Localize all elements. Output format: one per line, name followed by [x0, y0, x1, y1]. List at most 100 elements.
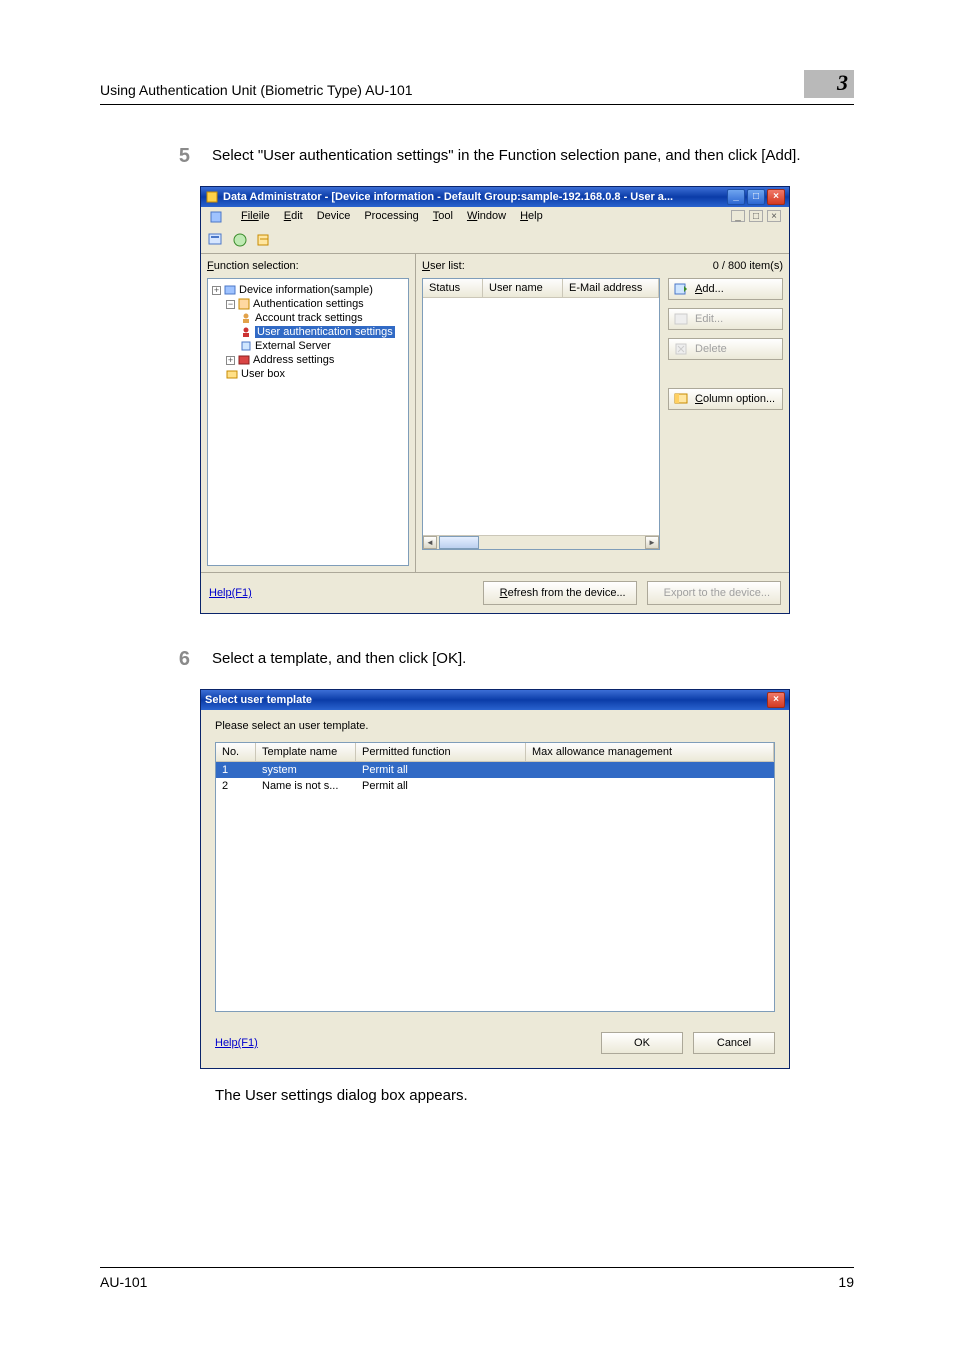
window-maximize-button[interactable]: □	[747, 189, 765, 205]
help-link[interactable]: Help(F1)	[209, 587, 252, 599]
export-button: Export to the device...	[647, 581, 781, 605]
device-icon	[224, 284, 236, 296]
cell-tname: system	[256, 762, 356, 778]
export-label: Export to the device...	[664, 587, 770, 599]
tree-label: Account track settings	[255, 312, 363, 324]
window-minimize-button[interactable]: _	[727, 189, 745, 205]
col-template-name[interactable]: Template name	[256, 743, 356, 761]
col-permitted-function[interactable]: Permitted function	[356, 743, 526, 761]
menu-help[interactable]: Help	[520, 210, 543, 224]
tree-label: Authentication settings	[253, 298, 364, 310]
user-count: 0 / 800 item(s)	[713, 260, 783, 272]
edit-icon	[673, 311, 689, 327]
mdi-minimize[interactable]: _	[731, 210, 745, 222]
step-6-number: 6	[170, 648, 190, 671]
function-selection-tree[interactable]: + Device information(sample) − Authentic…	[207, 278, 409, 566]
ok-button[interactable]: OK	[601, 1032, 683, 1054]
tree-node-external-server[interactable]: External Server	[212, 339, 404, 353]
tree-node-user-auth-settings[interactable]: User authentication settings	[212, 325, 404, 339]
dialog-close-button[interactable]: ×	[767, 692, 785, 708]
cell-max	[526, 762, 774, 778]
col-email[interactable]: E-Mail address	[563, 279, 659, 297]
step-6: 6 Select a template, and then click [OK]…	[170, 648, 834, 671]
refresh-label: Refresh from the device...	[500, 587, 626, 599]
menu-tool[interactable]: Tool	[433, 210, 453, 224]
cell-no: 2	[216, 778, 256, 794]
template-row-2[interactable]: 2 Name is not s... Permit all	[216, 778, 774, 794]
result-text: The User settings dialog box appears.	[215, 1087, 854, 1104]
screenshot-data-administrator: Data Administrator - [Device information…	[200, 186, 854, 614]
screenshot-select-user-template: Select user template × Please select an …	[200, 689, 854, 1069]
menu-window[interactable]: Window	[467, 210, 506, 224]
tree-node-user-box[interactable]: User box	[212, 367, 404, 381]
col-username[interactable]: User name	[483, 279, 563, 297]
cell-tname: Name is not s...	[256, 778, 356, 794]
column-option-icon	[673, 391, 689, 407]
account-icon	[240, 312, 252, 324]
mdi-maximize[interactable]: □	[749, 210, 763, 222]
col-status[interactable]: Status	[423, 279, 483, 297]
window-title: Data Administrator - [Device information…	[223, 191, 727, 203]
menu-device[interactable]: Device	[317, 210, 351, 224]
tree-label: Address settings	[253, 354, 334, 366]
horizontal-scrollbar[interactable]: ◄ ►	[423, 535, 659, 549]
dialog-title: Select user template	[205, 694, 767, 706]
tree-node-account-track[interactable]: Account track settings	[212, 311, 404, 325]
chapter-badge: 3	[804, 70, 854, 98]
user-list-view[interactable]: Status User name E-Mail address ◄ ►	[422, 278, 660, 550]
dialog-help-link[interactable]: Help(F1)	[215, 1037, 258, 1049]
userbox-icon	[226, 368, 238, 380]
step-5-number: 5	[170, 145, 190, 168]
server-icon	[240, 340, 252, 352]
menu-file-label: File	[241, 210, 259, 222]
tree-label: User box	[241, 368, 285, 380]
cancel-button[interactable]: Cancel	[693, 1032, 775, 1054]
delete-button: Delete	[668, 338, 783, 360]
edit-label: Edit...	[695, 313, 723, 325]
window-titlebar[interactable]: Data Administrator - [Device information…	[201, 187, 789, 207]
tree-label-selected: User authentication settings	[255, 326, 395, 338]
cell-pfunc: Permit all	[356, 762, 526, 778]
col-no[interactable]: No.	[216, 743, 256, 761]
tree-node-address-settings[interactable]: + Address settings	[212, 353, 404, 367]
toolbar	[201, 227, 789, 254]
expand-icon[interactable]: +	[212, 286, 221, 295]
template-row-1[interactable]: 1 system Permit all	[216, 762, 774, 778]
menu-processing[interactable]: Processing	[364, 210, 418, 224]
footer-page: 19	[838, 1274, 854, 1290]
dialog-message: Please select an user template.	[215, 720, 775, 732]
toolbar-icon-2[interactable]	[231, 231, 249, 249]
edit-button: Edit...	[668, 308, 783, 330]
function-selection-label: Function selection:	[207, 260, 409, 272]
tree-node-auth-settings[interactable]: − Authentication settings	[212, 297, 404, 311]
chapter-number: 3	[837, 70, 848, 96]
collapse-icon[interactable]: −	[226, 300, 235, 309]
scroll-right-arrow[interactable]: ►	[645, 536, 659, 549]
template-list[interactable]: No. Template name Permitted function Max…	[215, 742, 775, 1012]
cell-no: 1	[216, 762, 256, 778]
step-5-text: Select "User authentication settings" in…	[212, 145, 801, 168]
user-icon	[240, 326, 252, 338]
col-max-allowance[interactable]: Max allowance management	[526, 743, 774, 761]
column-option-button[interactable]: Column option...	[668, 388, 783, 410]
menu-edit[interactable]: Edit	[284, 210, 303, 224]
header-title: Using Authentication Unit (Biometric Typ…	[100, 82, 413, 98]
toolbar-icon-3[interactable]	[255, 231, 273, 249]
mdi-icon	[209, 210, 223, 224]
tree-node-device-info[interactable]: + Device information(sample)	[212, 283, 404, 297]
window-close-button[interactable]: ×	[767, 189, 785, 205]
scroll-left-arrow[interactable]: ◄	[423, 536, 437, 549]
add-button[interactable]: Add...	[668, 278, 783, 300]
scroll-thumb[interactable]	[439, 536, 479, 549]
mdi-close[interactable]: ×	[767, 210, 781, 222]
page-footer: AU-101 19	[100, 1267, 854, 1290]
expand-icon[interactable]: +	[226, 356, 235, 365]
app-icon	[205, 190, 219, 204]
refresh-button[interactable]: Refresh from the device...	[483, 581, 637, 605]
dialog-titlebar[interactable]: Select user template ×	[201, 690, 789, 710]
footer-model: AU-101	[100, 1274, 147, 1290]
toolbar-icon-1[interactable]	[207, 231, 225, 249]
menu-file[interactable]: Fileile	[241, 210, 270, 224]
cell-pfunc: Permit all	[356, 778, 526, 794]
delete-icon	[673, 341, 689, 357]
